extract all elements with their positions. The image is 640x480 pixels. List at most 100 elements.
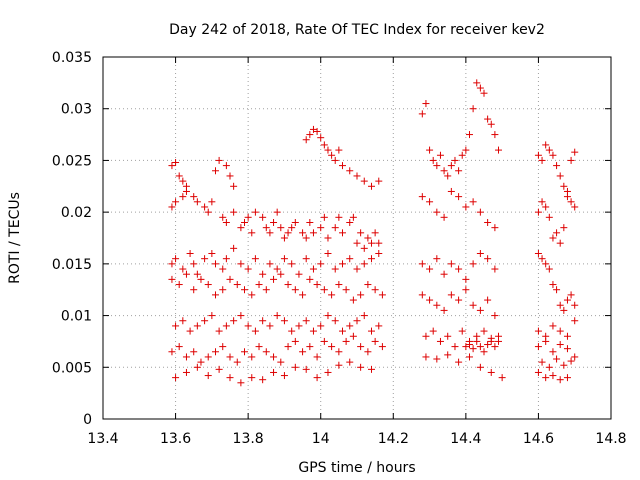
data-point (331, 156, 339, 164)
data-point (168, 260, 176, 268)
data-point (469, 260, 477, 268)
data-point (556, 376, 564, 384)
data-point (433, 301, 441, 309)
data-point (571, 353, 579, 361)
y-tick-label: 0.01 (61, 309, 92, 325)
data-point (222, 218, 230, 226)
data-point (190, 260, 198, 268)
x-tick-label: 14.2 (378, 431, 409, 447)
data-point (534, 151, 542, 159)
data-point (338, 260, 346, 268)
data-point (230, 208, 238, 216)
data-point (284, 343, 292, 351)
data-point (455, 193, 463, 201)
data-point (491, 265, 499, 273)
data-point (545, 146, 553, 154)
data-point (299, 291, 307, 299)
data-point (338, 162, 346, 170)
data-point (346, 322, 354, 330)
data-point (241, 286, 249, 294)
data-point (338, 327, 346, 335)
data-point (280, 317, 288, 325)
data-point (270, 218, 278, 226)
data-point (469, 105, 477, 113)
data-point (233, 281, 241, 289)
data-point (230, 244, 238, 252)
data-point (556, 172, 564, 180)
data-point (429, 156, 437, 164)
data-point (317, 260, 325, 268)
data-point (447, 187, 455, 195)
data-point (349, 213, 357, 221)
data-point (320, 337, 328, 345)
data-point (270, 353, 278, 361)
data-point (175, 172, 183, 180)
data-point (211, 348, 219, 356)
data-point (436, 151, 444, 159)
data-point (542, 141, 550, 149)
data-point (244, 265, 252, 273)
data-point (270, 275, 278, 283)
data-point (444, 332, 452, 340)
data-point (291, 218, 299, 226)
data-point (534, 327, 542, 335)
data-point (208, 312, 216, 320)
data-point (484, 218, 492, 226)
y-tick-label: 0.015 (52, 257, 92, 273)
x-tick-label: 14.6 (523, 431, 554, 447)
data-point (190, 286, 198, 294)
x-tick-label: 13.6 (160, 431, 191, 447)
data-point (317, 322, 325, 330)
data-point (368, 327, 376, 335)
data-point (357, 291, 365, 299)
data-point (182, 353, 190, 361)
data-point (262, 224, 270, 232)
x-tick-label: 14.8 (595, 431, 626, 447)
y-tick-label: 0.035 (52, 50, 92, 66)
data-point (259, 376, 267, 384)
data-point (426, 146, 434, 154)
data-point (172, 374, 180, 382)
data-point (313, 127, 321, 135)
data-point (480, 89, 488, 97)
data-point (534, 208, 542, 216)
data-point (371, 229, 379, 237)
data-point (306, 131, 314, 139)
data-point (306, 218, 314, 226)
data-point (331, 317, 339, 325)
data-point (219, 343, 227, 351)
y-tick-label: 0.005 (52, 360, 92, 376)
data-point (491, 312, 499, 320)
data-point (353, 265, 361, 273)
data-point (193, 322, 201, 330)
y-tick-labels: 0 0.005 0.01 0.015 0.02 0.025 0.03 0.035 (52, 50, 92, 428)
data-point (567, 291, 575, 299)
data-point (545, 213, 553, 221)
data-point (433, 355, 441, 363)
data-point (335, 146, 343, 154)
data-point (462, 203, 470, 211)
data-point (440, 167, 448, 175)
data-point (567, 156, 575, 164)
data-point (357, 229, 365, 237)
data-point (422, 332, 430, 340)
data-point (549, 348, 557, 356)
data-point (353, 317, 361, 325)
data-point (186, 327, 194, 335)
data-point (309, 229, 317, 237)
data-point (259, 317, 267, 325)
data-point (455, 265, 463, 273)
data-point (182, 270, 190, 278)
data-point (458, 151, 466, 159)
data-point (186, 250, 194, 258)
data-point (190, 348, 198, 356)
data-point (360, 177, 368, 185)
data-point (368, 239, 376, 247)
data-point (353, 239, 361, 247)
y-tick-label: 0.02 (61, 205, 92, 221)
data-point (342, 337, 350, 345)
data-point (375, 250, 383, 258)
data-point (182, 368, 190, 376)
data-point (328, 343, 336, 351)
data-point (244, 322, 252, 330)
